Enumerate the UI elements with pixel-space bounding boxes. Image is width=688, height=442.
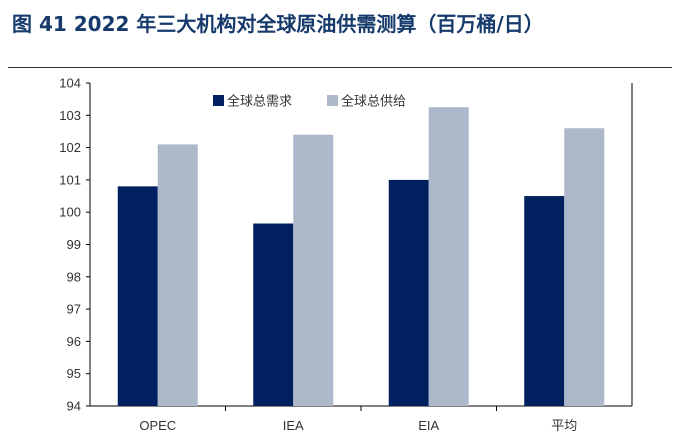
bar-supply bbox=[428, 107, 469, 406]
x-tick-label: EIA bbox=[418, 418, 439, 433]
y-tick-label: 104 bbox=[59, 76, 81, 91]
legend-label: 全球总供给 bbox=[341, 94, 406, 110]
bar-demand bbox=[388, 179, 429, 406]
legend-swatch bbox=[213, 95, 224, 106]
x-tick-label: IEA bbox=[283, 418, 304, 433]
y-tick-label: 94 bbox=[67, 399, 81, 414]
title-divider bbox=[8, 67, 672, 68]
bar-supply bbox=[157, 144, 198, 406]
y-tick-label: 100 bbox=[59, 205, 81, 220]
bar-demand bbox=[117, 186, 158, 406]
y-tick-label: 103 bbox=[59, 108, 81, 123]
bar-supply bbox=[564, 128, 605, 406]
bar-demand bbox=[524, 196, 565, 406]
x-tick-label: 平均 bbox=[551, 418, 577, 433]
y-tick-label: 101 bbox=[59, 172, 81, 187]
y-tick-label: 99 bbox=[67, 237, 81, 252]
y-tick-label: 98 bbox=[67, 269, 81, 284]
figure-title: 图 41 2022 年三大机构对全球原油供需测算（百万桶/日） bbox=[12, 12, 544, 36]
y-tick-label: 97 bbox=[67, 302, 81, 317]
legend-swatch bbox=[327, 95, 338, 106]
bar-demand bbox=[253, 223, 294, 406]
bar-supply bbox=[293, 134, 334, 406]
x-tick-label: OPEC bbox=[139, 418, 176, 433]
legend-label: 全球总需求 bbox=[227, 94, 292, 110]
y-tick-label: 102 bbox=[59, 140, 81, 155]
y-tick-label: 95 bbox=[67, 366, 81, 381]
y-tick-label: 96 bbox=[67, 334, 81, 349]
